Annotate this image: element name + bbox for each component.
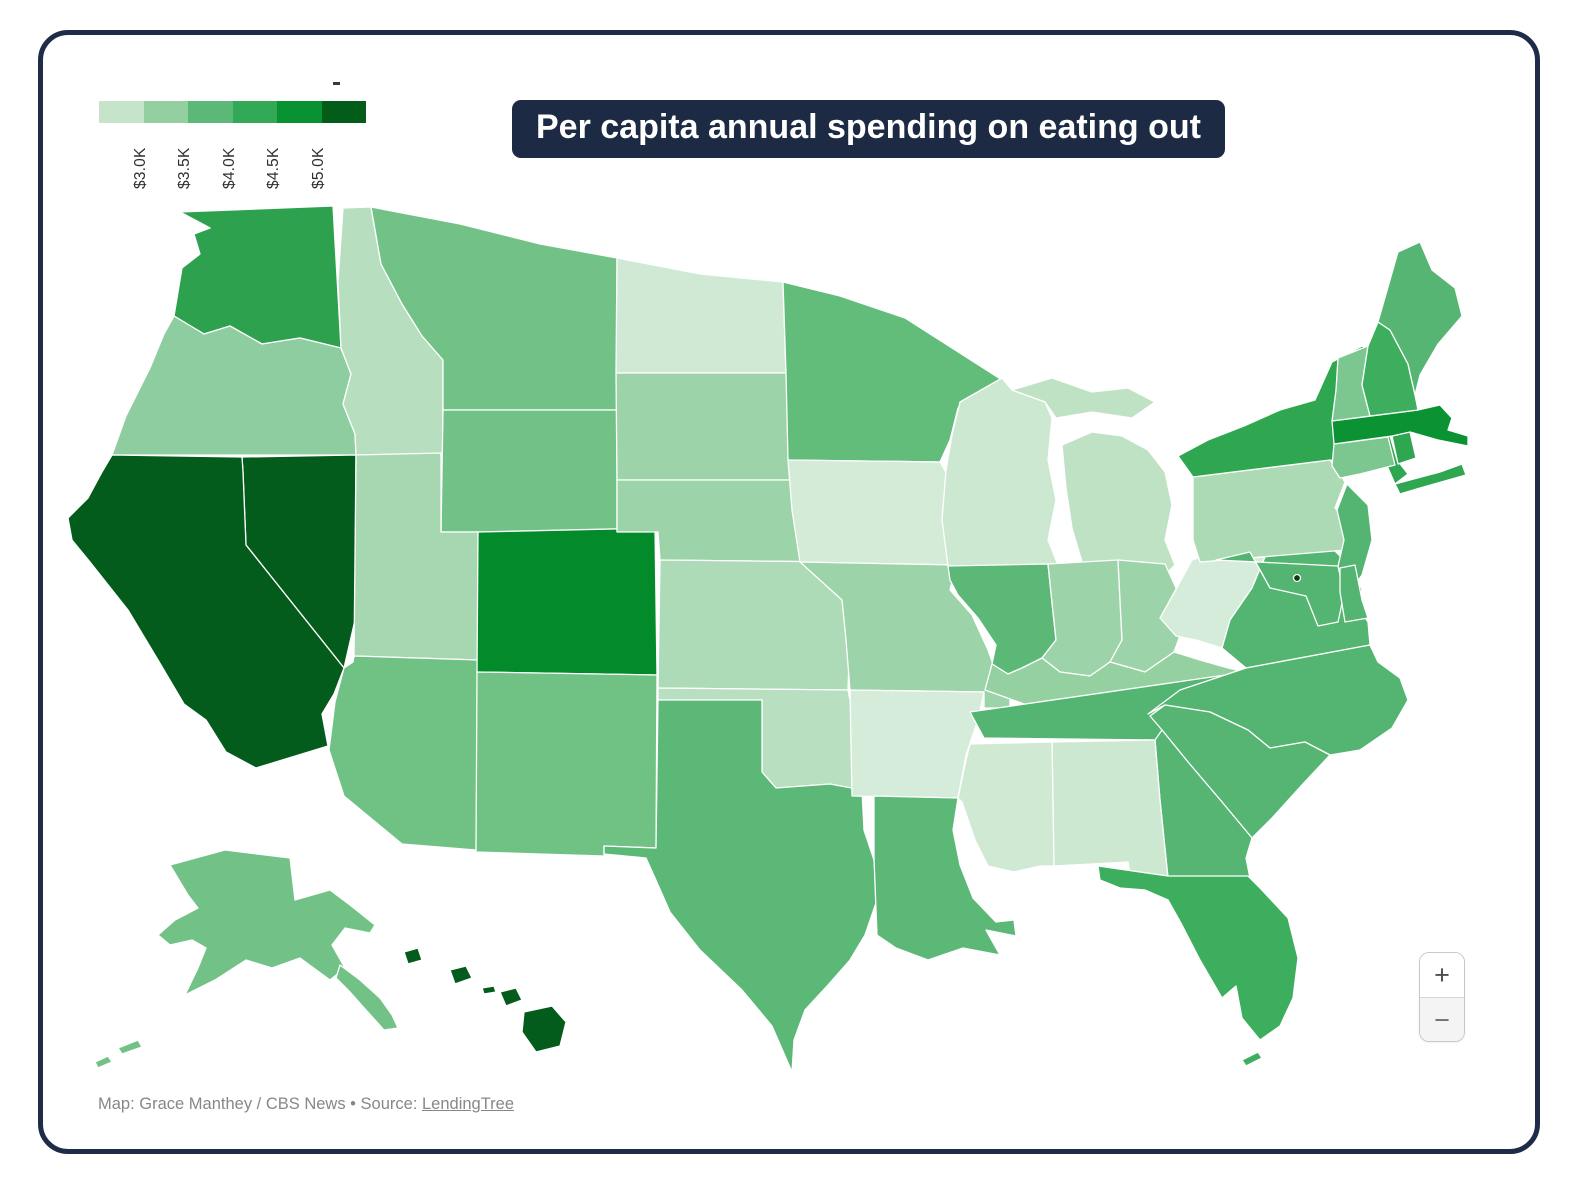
state-AK[interactable]: Alaska bbox=[117, 1039, 143, 1055]
state-DC[interactable] bbox=[1292, 573, 1302, 583]
state-AZ[interactable]: Arizona bbox=[328, 655, 479, 851]
state-SD[interactable]: South Dakota bbox=[615, 372, 801, 481]
legend-label-$3.0K: $3.0K bbox=[131, 147, 149, 189]
legend-swatch-4 bbox=[277, 101, 322, 123]
state-TX[interactable]: Texas bbox=[603, 699, 878, 1073]
legend-label-$4.5K: $4.5K bbox=[265, 147, 282, 189]
legend-label-$3.5K: $3.5K bbox=[176, 147, 193, 189]
state-AK[interactable]: Alaska bbox=[157, 849, 376, 996]
legend-swatch-3 bbox=[232, 101, 277, 123]
state-FL[interactable]: Florida bbox=[1241, 1051, 1263, 1067]
state-IN[interactable]: Indiana bbox=[1041, 559, 1123, 677]
legend-label-$5.0K: $5.0K bbox=[309, 147, 327, 189]
state-ME[interactable]: Maine bbox=[1377, 241, 1463, 396]
source-link[interactable]: LendingTree bbox=[421, 1095, 515, 1113]
legend-color-scale bbox=[99, 101, 366, 123]
state-NM[interactable]: New Mexico bbox=[475, 671, 658, 857]
state-HI[interactable]: Hawaii bbox=[449, 965, 473, 985]
state-NY[interactable]: New York bbox=[1394, 463, 1467, 495]
state-MI[interactable]: Michigan bbox=[1061, 431, 1176, 586]
legend-swatch-1 bbox=[143, 101, 188, 123]
zoom-controls: + − bbox=[1419, 952, 1465, 1042]
state-CO[interactable]: Colorado bbox=[476, 527, 658, 676]
zoom-in-button[interactable]: + bbox=[1420, 953, 1464, 997]
state-AK[interactable]: Alaska bbox=[335, 964, 399, 1031]
legend-label-$4.0K: $4.0K bbox=[220, 147, 238, 189]
state-DE[interactable]: Delaware bbox=[1339, 564, 1369, 623]
state-CA[interactable]: California bbox=[67, 454, 345, 769]
state-WY[interactable]: Wyoming bbox=[440, 409, 618, 533]
legend-swatch-2 bbox=[188, 101, 233, 123]
state-AR[interactable]: Arkansas bbox=[849, 689, 985, 799]
legend-swatch-0 bbox=[99, 101, 144, 123]
map-title: Per capita annual spending on eating out bbox=[512, 100, 1225, 158]
attribution-text: Map: Grace Manthey / CBS News • Source: bbox=[98, 1095, 422, 1113]
state-MA[interactable]: Massachusetts bbox=[1331, 404, 1469, 447]
state-HI[interactable]: Hawaii bbox=[521, 1005, 567, 1053]
state-PA[interactable]: Pennsylvania bbox=[1192, 459, 1353, 563]
state-MI[interactable]: Michigan bbox=[1011, 377, 1156, 419]
state-HI[interactable]: Hawaii bbox=[499, 987, 523, 1007]
state-FL[interactable]: Florida bbox=[1097, 865, 1299, 1041]
map-title-text: Per capita annual spending on eating out bbox=[536, 108, 1201, 146]
legend-tick bbox=[333, 82, 340, 85]
state-HI[interactable]: Hawaii bbox=[403, 947, 423, 965]
state-LA[interactable]: Louisiana bbox=[873, 795, 1017, 961]
state-MS[interactable]: Mississippi bbox=[957, 741, 1055, 873]
state-WI[interactable]: Wisconsin bbox=[941, 377, 1059, 567]
state-AK[interactable]: Alaska bbox=[94, 1055, 113, 1069]
state-IA[interactable]: Iowa bbox=[787, 459, 959, 566]
zoom-out-button[interactable]: − bbox=[1420, 997, 1464, 1041]
state-AL[interactable]: Alabama bbox=[1051, 739, 1169, 879]
attribution: Map: Grace Manthey / CBS News • Source: … bbox=[98, 1095, 514, 1114]
legend-swatch-5 bbox=[321, 101, 366, 123]
state-WA[interactable]: Washington bbox=[173, 205, 342, 349]
state-ND[interactable]: North Dakota bbox=[615, 257, 787, 374]
state-HI[interactable]: Hawaii bbox=[481, 985, 497, 995]
